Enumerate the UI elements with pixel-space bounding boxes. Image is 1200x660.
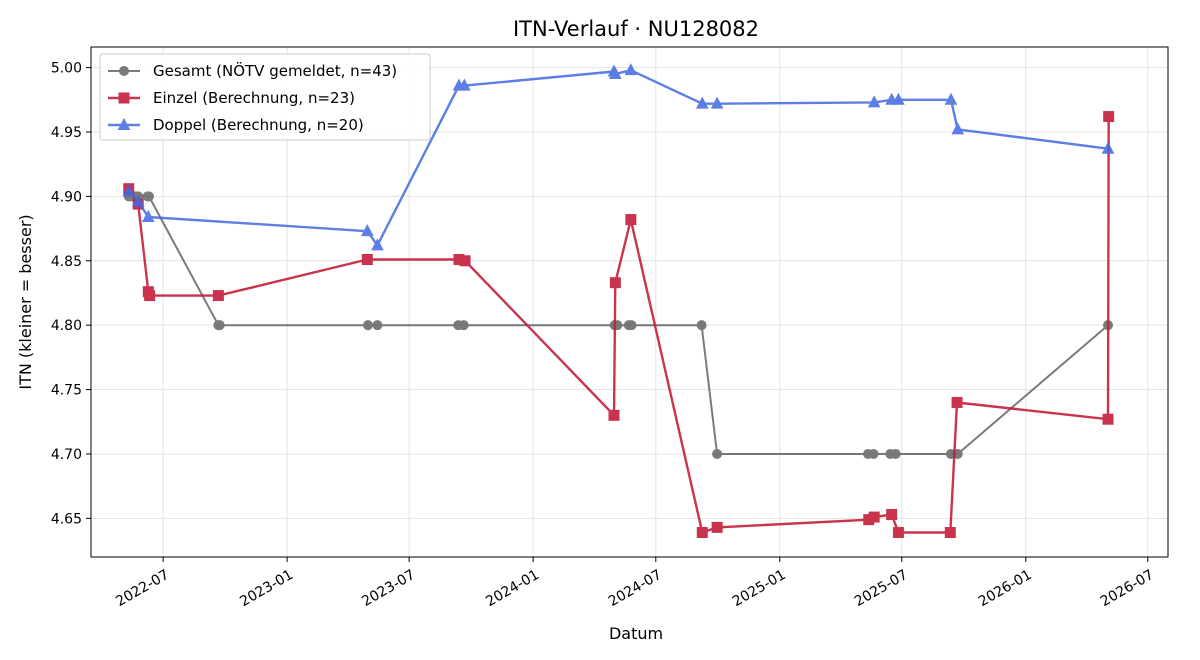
y-tick-label: 4.65 — [51, 511, 82, 527]
y-tick-label: 4.75 — [51, 383, 82, 399]
legend-entry-einzel: Einzel (Berechnung, n=23) — [153, 89, 355, 107]
einzel-point — [868, 511, 880, 523]
doppel-point — [141, 209, 155, 222]
legend-entry-doppel: Doppel (Berechnung, n=20) — [153, 116, 364, 134]
legend-box — [99, 53, 431, 141]
gesamt-point — [143, 191, 154, 202]
einzel-point — [711, 521, 723, 533]
einzel-point — [459, 255, 471, 267]
gesamt-point — [363, 320, 374, 331]
doppel-point — [944, 92, 958, 105]
einzel-point — [892, 527, 904, 539]
doppel-point — [1101, 141, 1115, 154]
legend-marker — [118, 92, 130, 104]
doppel-point — [458, 78, 471, 91]
legend-entry-gesamt-swatch — [108, 66, 140, 76]
doppel-point — [695, 96, 709, 109]
y-axis-title: ITN (kleiner = besser) — [16, 214, 35, 389]
gesamt-point — [458, 320, 469, 331]
doppel-point — [371, 238, 384, 251]
legend-entry-einzel-swatch — [108, 92, 140, 104]
gesamt-point — [626, 320, 637, 331]
einzel-point — [608, 409, 620, 421]
doppel-line-group — [122, 63, 1115, 251]
y-tick-label: 5.00 — [51, 61, 82, 77]
doppel-point — [131, 194, 145, 207]
y-tick-label: 4.95 — [51, 125, 82, 141]
einzel-point — [212, 290, 224, 302]
doppel-line — [127, 68, 1109, 247]
einzel-point — [696, 527, 708, 539]
y-tick-label: 4.90 — [51, 189, 82, 205]
einzel-line-group — [123, 111, 1115, 539]
doppel-point — [624, 63, 638, 76]
series-layer — [122, 63, 1115, 539]
legend-entry-doppel-swatch — [108, 117, 140, 130]
legend-marker — [119, 66, 129, 76]
plot-frame — [90, 46, 1169, 558]
chart-title: ITN-Verlauf · NU128082 — [513, 17, 759, 41]
einzel-point — [609, 277, 621, 289]
gesamt-point — [890, 448, 901, 459]
gesamt-point — [214, 320, 225, 331]
doppel-point — [361, 224, 374, 237]
gesamt-point — [868, 448, 879, 459]
x-axis-title: Datum — [609, 624, 663, 643]
legend-entry-gesamt: Gesamt (NÖTV gemeldet, n=43) — [153, 61, 397, 80]
gesamt-point — [696, 320, 707, 331]
einzel-point — [944, 527, 956, 539]
doppel-point — [609, 66, 622, 80]
gesamt-point — [372, 320, 383, 331]
y-tick-label: 4.85 — [51, 254, 82, 270]
einzel-point — [625, 214, 637, 226]
doppel-point — [951, 122, 965, 135]
y-tick-label: 4.80 — [51, 318, 82, 334]
einzel-point — [886, 509, 898, 520]
einzel-point — [144, 290, 156, 302]
legend: Gesamt (NÖTV gemeldet, n=43) Einzel (Bere… — [99, 53, 431, 141]
doppel-point — [710, 96, 724, 109]
einzel-point — [361, 254, 373, 265]
einzel-point — [1103, 111, 1115, 123]
y-tick-label: 4.70 — [51, 447, 82, 463]
doppel-point — [122, 184, 136, 197]
legend-marker — [117, 117, 131, 130]
gesamt-point — [712, 448, 723, 459]
doppel-point — [892, 92, 905, 105]
einzel-point — [1102, 413, 1114, 425]
einzel-point — [951, 396, 963, 408]
doppel-point — [867, 95, 881, 108]
